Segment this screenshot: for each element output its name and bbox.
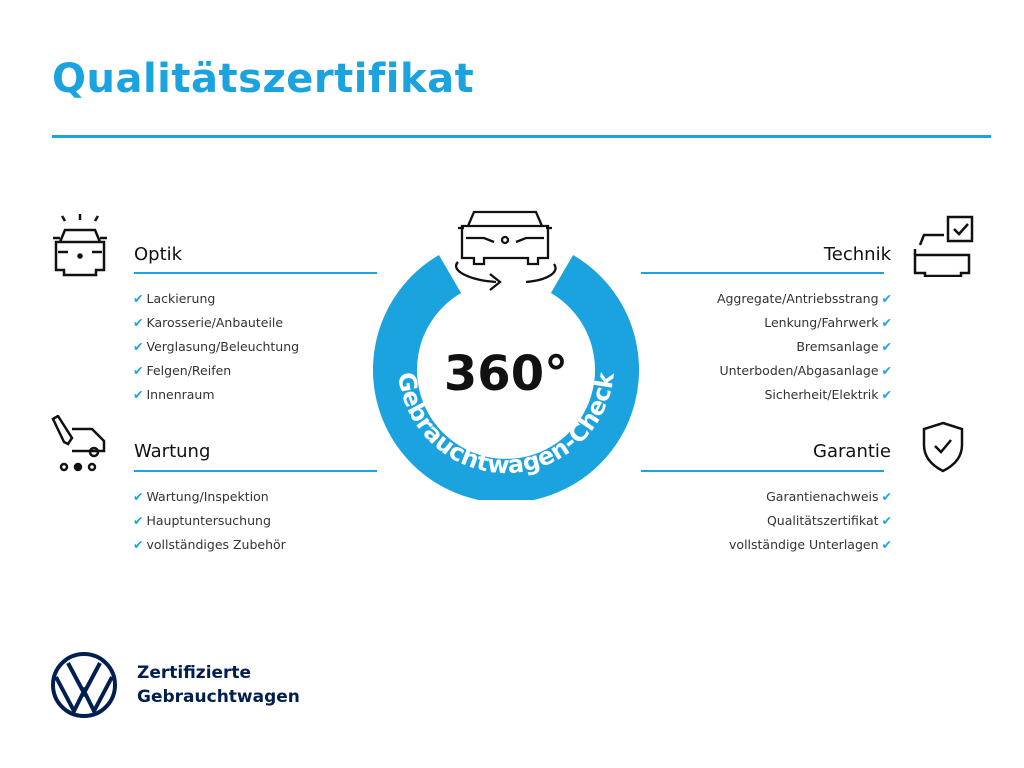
list-item: ✔ Karosserie/Anbauteile (133, 315, 284, 330)
page-title: Qualitätszertifikat (52, 56, 475, 102)
section-title-wartung: Wartung (134, 441, 211, 462)
list-item: ✔ Innenraum (133, 387, 215, 402)
list-item: Unterboden/Abgasanlage ✔ (719, 363, 892, 378)
section-title-optik: Optik (134, 244, 183, 265)
list-item: ✔ Wartung/Inspektion (133, 489, 269, 504)
list-item: Sicherheit/Elektrik ✔ (764, 387, 892, 402)
list-item: ✔ Hauptuntersuchung (133, 513, 271, 528)
section-divider (641, 470, 884, 472)
car-lights-icon (53, 214, 107, 277)
list-item: Bremsanlage ✔ (796, 339, 892, 354)
technik-list: Aggregate/Antriebsstrang ✔ Lenkung/Fahrwe… (600, 287, 895, 407)
section-title-garantie: Garantie (813, 441, 891, 462)
ring (373, 255, 639, 500)
car-rotate-icon (455, 210, 557, 291)
360-check-badge: 360° Gebrauchtwagen-Check (373, 210, 639, 500)
list-item: Lenkung/Fahrwerk ✔ (764, 315, 892, 330)
service-truck-icon (51, 415, 106, 472)
degrees-label: 360° (444, 346, 568, 402)
list-item: Aggregate/Antriebsstrang ✔ (716, 291, 892, 306)
optik-list: ✔ Lackierung ✔ Karosserie/Anbauteile ✔ Verg… (130, 287, 299, 407)
list-item: ✔ Verglasung/Beleuchtung (133, 339, 300, 354)
garantie-list: Garantienachweis ✔ Qualitätszertifikat ✔ v… (600, 485, 895, 557)
list-item: Garantienachweis ✔ (766, 489, 892, 504)
list-item: ✔ vollständiges Zubehör (133, 537, 286, 552)
vw-logo (51, 652, 117, 718)
title-divider (52, 135, 991, 138)
car-checklist-icon (913, 215, 974, 277)
section-divider (134, 272, 377, 274)
list-item: Qualitätszertifikat ✔ (766, 513, 892, 528)
list-item: ✔ Felgen/Reifen (133, 363, 232, 378)
list-item: vollständige Unterlagen ✔ (729, 537, 892, 552)
list-item: ✔ Lackierung (133, 291, 216, 306)
section-divider (134, 470, 377, 472)
brand-text: Zertifizierte Gebrauchtwagen (137, 663, 300, 707)
wartung-list: ✔ Wartung/Inspektion ✔ Hauptuntersuchung ✔… (130, 485, 286, 557)
section-divider (641, 272, 884, 274)
shield-check-icon (922, 421, 964, 473)
section-title-technik: Technik (823, 244, 891, 265)
